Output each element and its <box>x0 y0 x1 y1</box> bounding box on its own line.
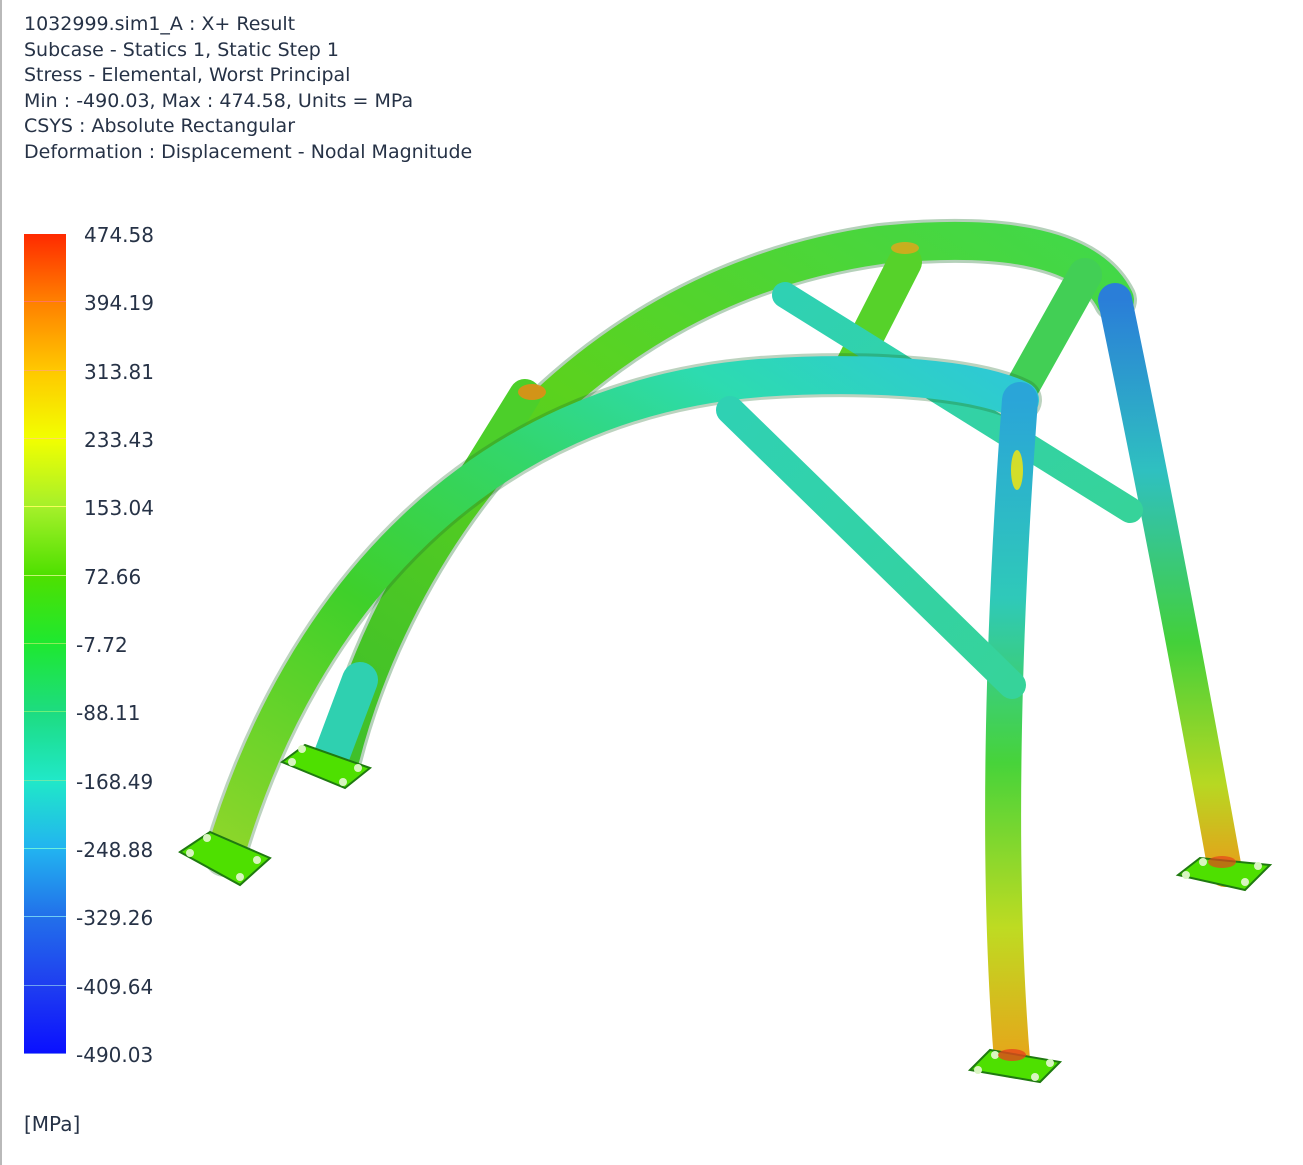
mount-plate-front-right <box>967 1048 1063 1084</box>
legend-color-band <box>24 370 66 439</box>
legend-value-label: 474.58 <box>84 223 154 247</box>
legend-value-label: 72.66 <box>84 564 142 589</box>
legend-value-label: -490.03 <box>76 1042 154 1067</box>
stress-hotspot <box>1208 856 1236 868</box>
legend-value-label: 233.43 <box>84 427 154 452</box>
legend-value-label: 313.81 <box>84 359 154 384</box>
legend-color-band <box>24 234 66 303</box>
stress-hotspot <box>518 384 546 400</box>
color-legend-bar <box>24 234 66 1054</box>
front-hoop-tube-surface <box>206 356 1039 874</box>
legend-color-band <box>24 780 66 849</box>
legend-value-label: -409.64 <box>76 974 154 999</box>
rear-left-leg-tube <box>312 662 378 778</box>
legend-color-band <box>24 575 66 644</box>
legend-value-label: -248.88 <box>76 837 154 862</box>
min-max-range: Min : -490.03, Max : 474.58, Units = MPa <box>24 89 414 112</box>
legend-value-label: -329.26 <box>76 906 154 931</box>
legend-color-band <box>24 848 66 918</box>
front-diagonal-brace-tube <box>716 396 1026 699</box>
csys-info: CSYS : Absolute Rectangular <box>24 115 296 138</box>
legend-color-band <box>24 712 66 781</box>
legend-color-band <box>24 302 66 371</box>
rear-right-leg-tube <box>1098 283 1242 887</box>
legend-value-label: 394.19 <box>84 291 154 316</box>
deformation-info: Deformation : Displacement - Nodal Magni… <box>24 140 473 163</box>
mount-plate-rear-right <box>1175 856 1273 892</box>
legend-value-label: -88.11 <box>76 701 141 726</box>
legend-color-band <box>24 985 66 1054</box>
roof-brace-tube-right <box>998 258 1102 417</box>
left-border <box>0 0 2 1165</box>
result-info-panel: 1032999.sim1_A : X+ Result Subcase - Sta… <box>24 12 472 166</box>
legend-value-label: -168.49 <box>76 769 154 794</box>
front-right-leg-tube <box>985 382 1038 1078</box>
mount-plate-front-left <box>178 830 272 887</box>
rear-hoop-tube-surface <box>321 221 1134 779</box>
result-title: 1032999.sim1_A : X+ Result <box>24 13 296 35</box>
legend-units: [MPa] <box>24 1112 81 1136</box>
stress-hotspot <box>1011 450 1023 490</box>
legend-value-label: 153.04 <box>84 496 154 521</box>
legend-color-band <box>24 917 66 986</box>
legend-color-band <box>24 438 66 508</box>
legend-color-band <box>24 507 66 576</box>
subcase-info: Subcase - Statics 1, Static Step 1 <box>24 38 339 61</box>
legend-value-label: -7.72 <box>76 632 128 657</box>
stress-hotspot <box>891 242 919 254</box>
roof-diagonal-tube <box>772 282 1143 523</box>
mount-plate-rear-left <box>279 743 373 790</box>
stress-type: Stress - Elemental, Worst Principal <box>24 64 351 87</box>
stress-hotspot <box>998 1049 1026 1061</box>
legend-color-band <box>24 643 66 713</box>
